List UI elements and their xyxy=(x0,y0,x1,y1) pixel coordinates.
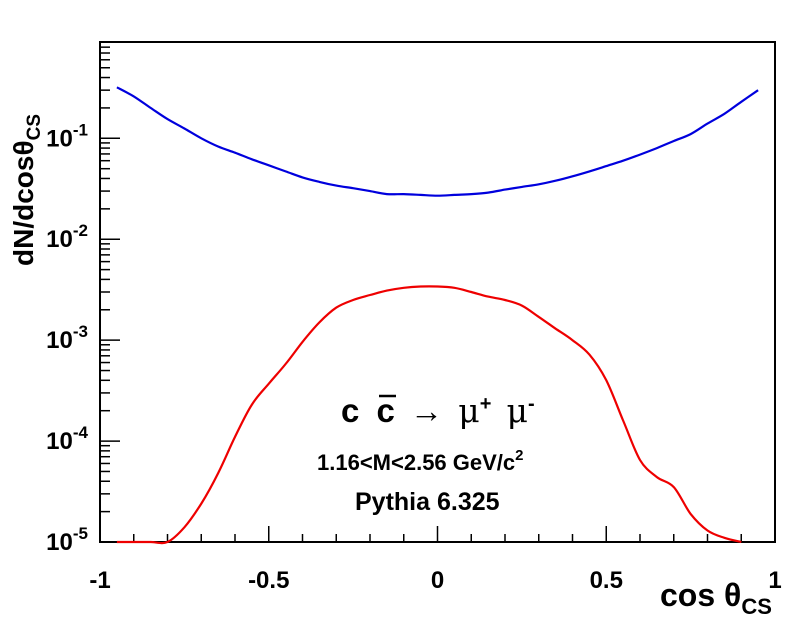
x-axis-title: cos θCS xyxy=(660,577,772,618)
y-tick-label: 10-1 xyxy=(46,120,88,152)
series-group xyxy=(116,86,759,545)
svg-text:cos θCS: cos θCS xyxy=(660,577,772,618)
y-axis-title: dN/dcosθCS xyxy=(8,114,45,266)
x-tick-label: 1 xyxy=(768,567,781,594)
y-tick-label: 10-2 xyxy=(46,221,88,253)
y-tick-label-base: 10 xyxy=(46,327,73,354)
annot-c: c xyxy=(341,392,359,429)
series-line-upper xyxy=(116,86,759,197)
y-axis: 10-110-210-310-410-5 xyxy=(46,41,120,556)
y-tick-label-exp: -4 xyxy=(73,423,89,442)
x-tick-label: 0.5 xyxy=(590,567,623,594)
x-tick-label: -1 xyxy=(89,567,110,594)
y-tick-label-exp: -2 xyxy=(73,221,88,240)
series-line-lower xyxy=(116,285,742,545)
y-tick-label-base: 10 xyxy=(46,529,73,556)
y-tick-label-exp: -3 xyxy=(73,322,88,341)
annot-cbar: c xyxy=(377,392,395,429)
y-axis-title-sub: CS xyxy=(24,114,45,140)
annot-mu2: μ xyxy=(507,391,528,430)
annot-arrow: → xyxy=(410,392,443,429)
y-axis-title-main: dN/dcosθ xyxy=(8,140,39,266)
x-axis-title-main: cos θ xyxy=(660,577,741,613)
x-axis: -1 -0.5 0 0.5 1 xyxy=(89,526,782,594)
y-tick-label: 10-5 xyxy=(46,524,88,556)
annot-mass-main: 1.16<M<2.56 GeV/c xyxy=(317,450,515,475)
annot-plus: + xyxy=(480,393,492,415)
y-tick-label-base: 10 xyxy=(46,226,73,253)
x-axis-title-sub: CS xyxy=(741,594,772,618)
plot-area: -1 -0.5 0 0.5 1 10-110-210-310-410-5 xyxy=(46,41,782,594)
y-tick-label-base: 10 xyxy=(46,428,73,455)
x-tick-label: -0.5 xyxy=(248,567,289,594)
y-tick-label-exp: -1 xyxy=(73,120,88,139)
annotation-mass: 1.16<M<2.56 GeV/c2 xyxy=(317,447,523,475)
y-tick-label: 10-3 xyxy=(46,322,88,354)
svg-text:c c → μ+: c c → μ+ μ- xyxy=(341,380,535,430)
y-tick-label: 10-4 xyxy=(46,423,88,455)
annot-minus: - xyxy=(528,393,535,415)
annotation-generator: Pythia 6.325 xyxy=(355,488,500,516)
annot-mu1: μ xyxy=(458,391,479,430)
x-tick-label: 0 xyxy=(431,567,444,594)
y-tick-label-exp: -5 xyxy=(73,524,88,543)
y-tick-label-base: 10 xyxy=(46,125,73,152)
annotation-process: c c → μ+ μ- xyxy=(341,380,535,430)
svg-text:dN/dcosθCS: dN/dcosθCS xyxy=(8,114,45,266)
annot-mass-sup: 2 xyxy=(515,447,523,464)
